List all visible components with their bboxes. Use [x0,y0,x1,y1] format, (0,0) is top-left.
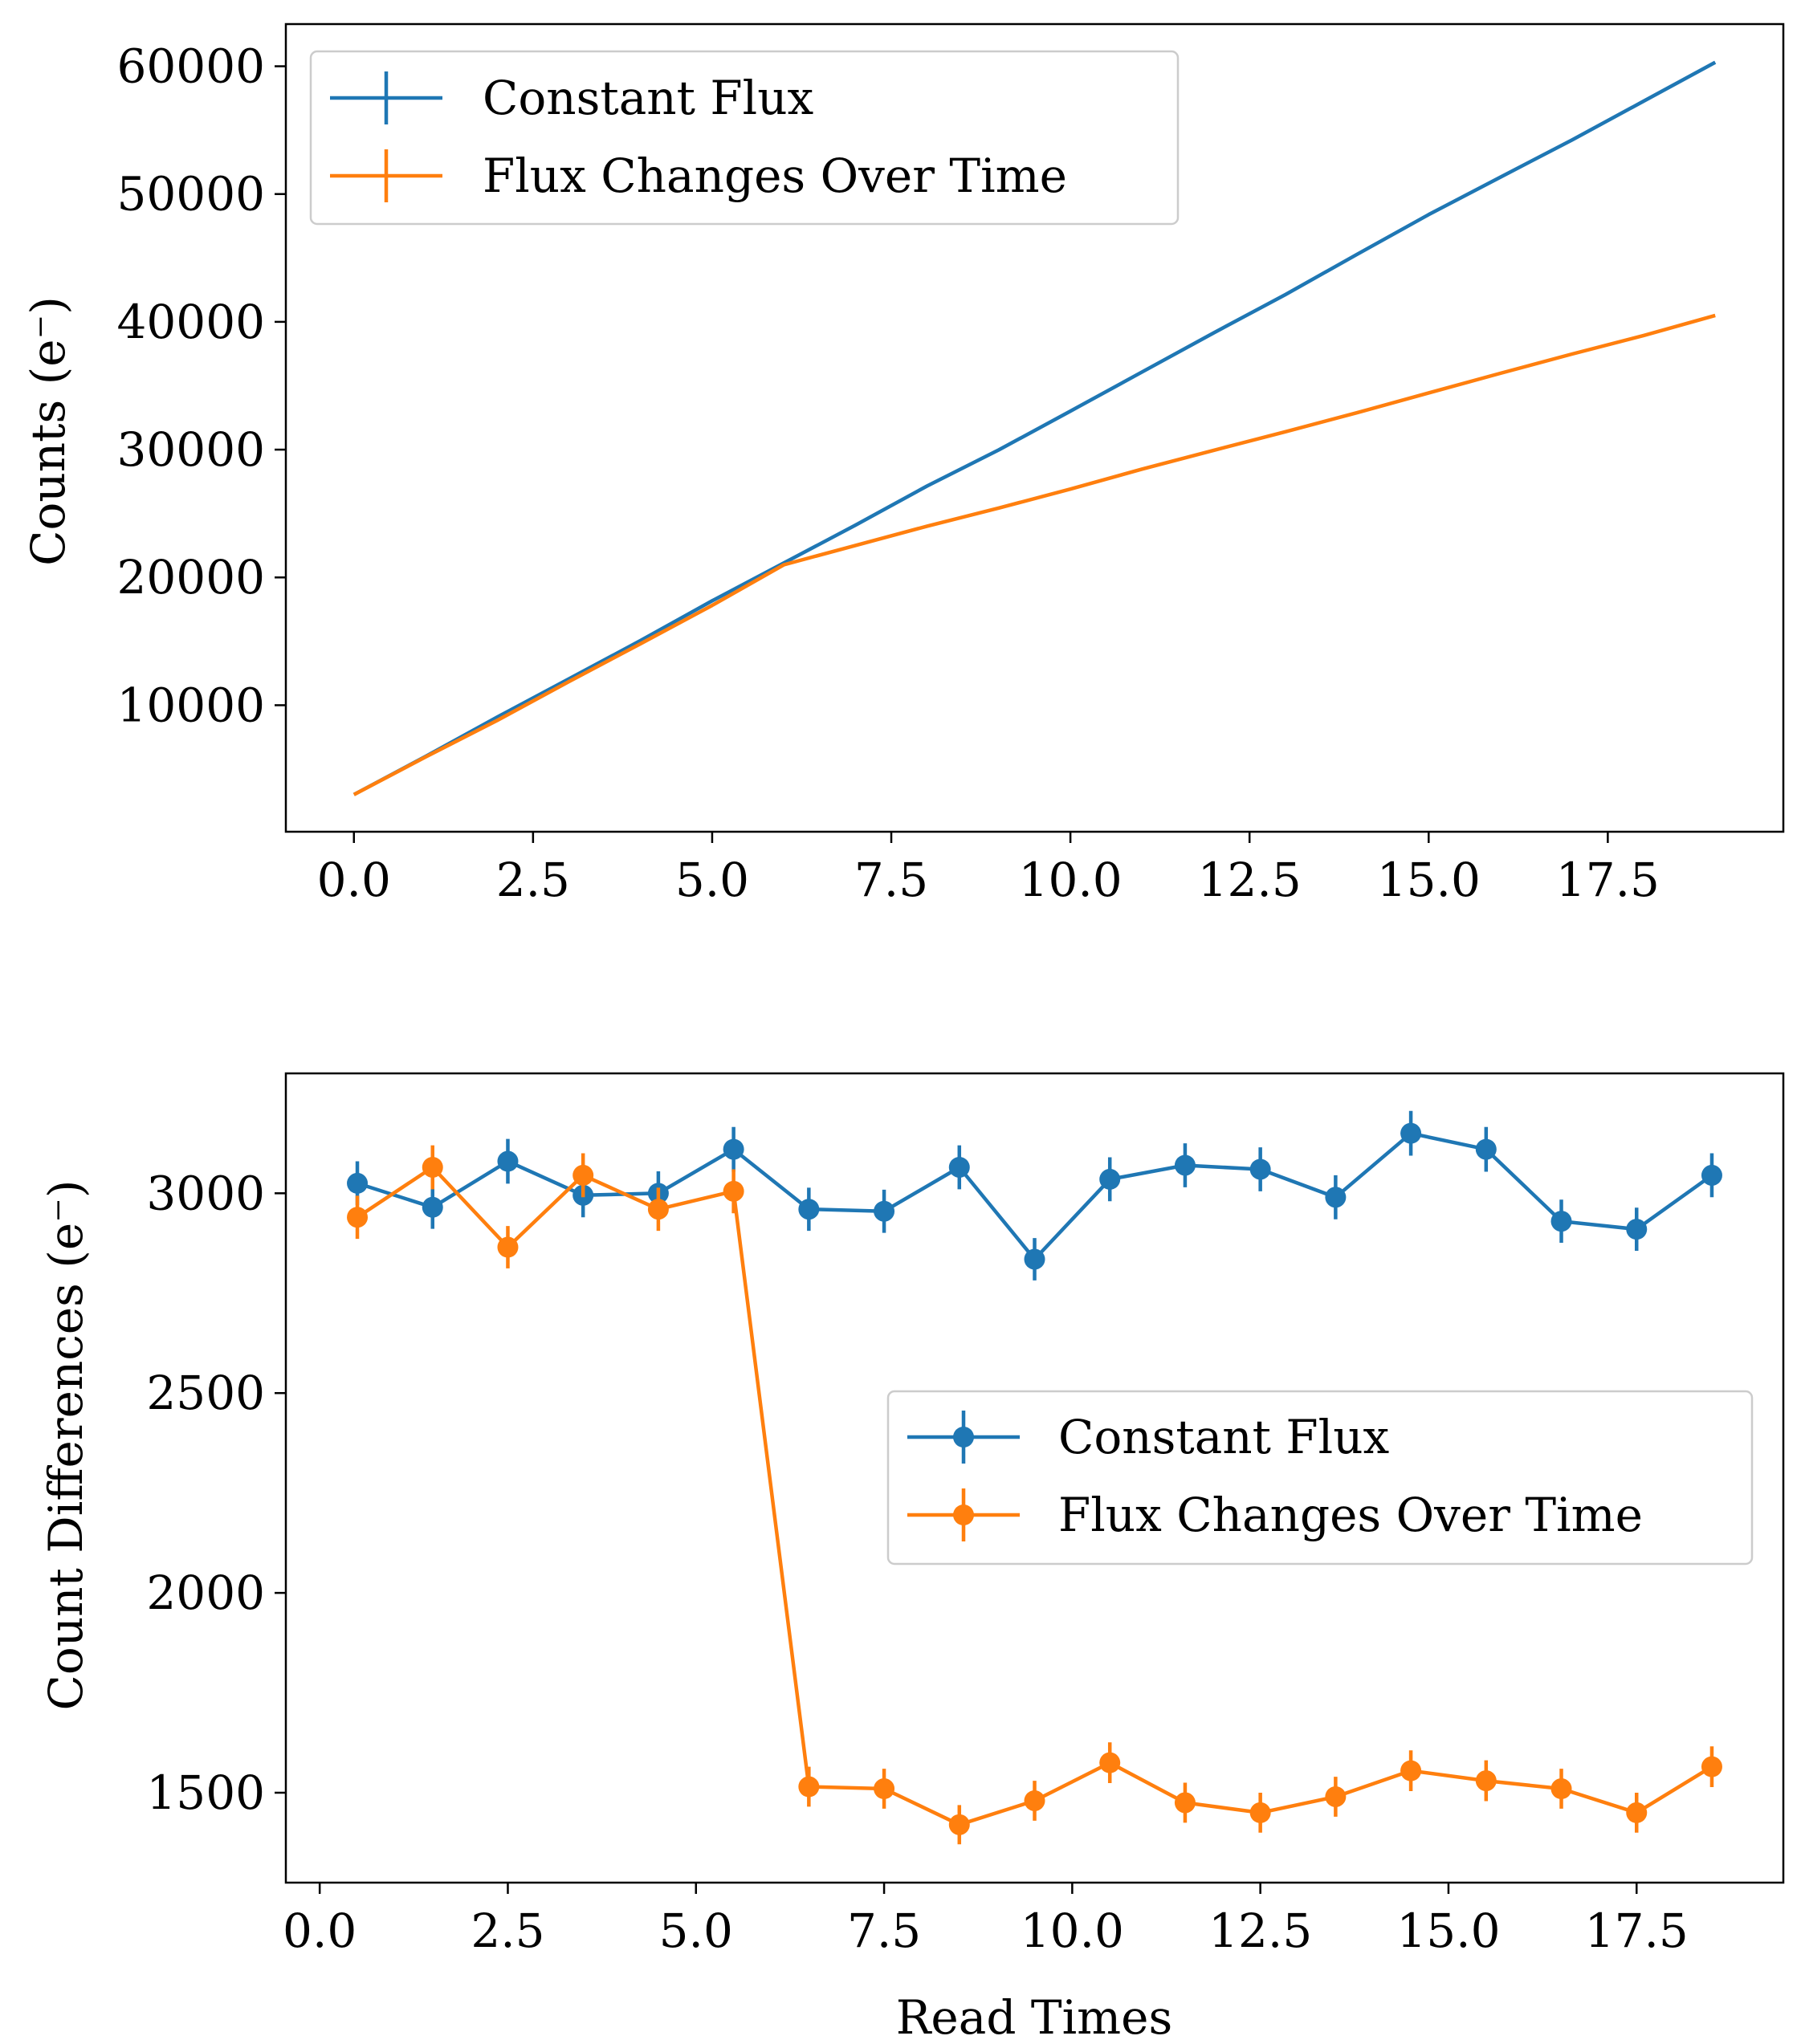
bottom-chart-series-flux-changes-point [1550,1778,1572,1800]
bottom-chart-series-flux-changes-point [1174,1792,1196,1814]
bottom-chart-xtick-label: 2.5 [471,1904,544,1958]
bottom-chart-series-constant-flux-point [948,1156,970,1178]
bottom-chart-series-flux-changes-point [497,1236,519,1258]
bottom-chart-series-flux-changes-point [647,1199,669,1220]
bottom-chart-series-constant-flux-point [874,1200,895,1222]
top-chart-series-flux-changes [352,313,1716,796]
bottom-chart-series-flux-changes-point [1475,1770,1497,1792]
bottom-chart-xtick-label: 5.0 [659,1904,733,1958]
bottom-chart-series-constant-flux-point [1701,1164,1722,1186]
bottom-chart-series-flux-changes-point [572,1164,594,1186]
bottom-chart-xtick-label: 12.5 [1208,1904,1312,1958]
bottom-chart-legend-swatch-marker [953,1427,974,1447]
top-chart-legend-label: Flux Changes Over Time [483,149,1067,203]
bottom-chart-series-flux-changes [347,1145,1722,1845]
bottom-chart-series-constant-flux-point [1099,1168,1121,1190]
bottom-chart-ytick-label: 2000 [146,1566,265,1620]
bottom-chart-series-constant-flux-point [422,1196,443,1218]
bottom-chart-series-constant-flux-point [1626,1219,1648,1240]
bottom-chart-xtick-label: 7.5 [847,1904,921,1958]
top-chart: Counts (e⁻) 0.0 2.5 5.0 7.5 10.0 12.5 15.0 17.5… [21,22,1785,907]
top-chart-xtick-label: 17.5 [1556,853,1660,907]
bottom-chart-series-flux-changes-point [1626,1802,1648,1823]
top-chart-xtick-label: 7.5 [854,853,928,907]
bottom-chart-legend-swatch-marker [953,1504,974,1525]
top-chart-xtick-label: 2.5 [496,853,570,907]
top-chart-series-constant-flux-line [352,60,1717,796]
top-chart-xtick-label: 0.0 [317,853,391,907]
bottom-chart-ytick-label: 2500 [146,1366,265,1420]
top-chart-ylabel: Counts (e⁻) [21,296,75,566]
bottom-chart-series-constant-flux-point [798,1199,820,1220]
bottom-chart-series-flux-changes-point [1701,1756,1722,1777]
bottom-chart-series-flux-changes-point [948,1814,970,1835]
top-chart-ytick-label: 60000 [116,39,265,94]
bottom-chart-ytick-label: 3000 [146,1166,265,1220]
bottom-chart-series-constant-flux-point [1024,1248,1045,1270]
bottom-chart-series-constant-flux-point [1550,1211,1572,1232]
bottom-chart-series-constant-flux-point [1325,1187,1347,1208]
bottom-chart-frame [284,1072,1785,1884]
bottom-chart-xtick-label: 17.5 [1585,1904,1689,1958]
bottom-chart-series-constant-flux [347,1110,1722,1281]
top-chart-xtick-label: 5.0 [675,853,749,907]
top-chart-legend: Constant Flux Flux Changes Over Time [309,50,1180,226]
bottom-chart-series-flux-changes-point [874,1778,895,1800]
bottom-chart-series-constant-flux-point [723,1138,744,1160]
top-chart-ytick-label: 30000 [116,422,265,477]
bottom-chart-series-constant-flux-point [497,1150,519,1172]
top-chart-ytick-label: 10000 [116,678,265,732]
bottom-chart-series-constant-flux-point [1400,1122,1422,1144]
top-chart-frame [284,22,1785,833]
bottom-chart-legend-label: Flux Changes Over Time [1058,1488,1643,1542]
top-chart-series-constant-flux [352,60,1717,796]
bottom-chart-series-flux-changes-point [1099,1752,1121,1773]
top-chart-ytick-label: 20000 [116,550,265,605]
bottom-chart-series-flux-changes-point [422,1156,443,1178]
bottom-chart-series-flux-changes-point [1325,1785,1347,1807]
bottom-chart-xtick-label: 15.0 [1396,1904,1500,1958]
top-chart-xtick-label: 10.0 [1019,853,1123,907]
bottom-chart-series-flux-changes-point [1024,1790,1045,1811]
bottom-chart-legend: Constant Flux Flux Changes Over Time [886,1390,1754,1566]
bottom-chart-legend-label: Constant Flux [1058,1410,1389,1464]
bottom-chart-series-constant-flux-point [1475,1138,1497,1160]
bottom-chart-series-constant-flux-point [1249,1158,1271,1180]
bottom-chart-ytick-label: 1500 [146,1765,265,1820]
bottom-chart-legend-box [886,1390,1754,1566]
top-chart-xtick-label: 12.5 [1198,853,1302,907]
bottom-chart: Count Differences (e⁻) Read Times 0.0 2.5… [39,1072,1785,2044]
bottom-chart-series-flux-changes-point [798,1776,820,1798]
bottom-chart-ylabel: Count Differences (e⁻) [39,1180,93,1711]
top-chart-series-flux-changes-line [352,313,1716,796]
bottom-chart-xtick-label: 0.0 [283,1904,357,1958]
top-chart-xtick-label: 15.0 [1377,853,1481,907]
bottom-chart-series-flux-changes-point [347,1207,369,1228]
bottom-chart-xtick-label: 10.0 [1021,1904,1124,1958]
top-chart-ytick-label: 40000 [116,295,265,349]
bottom-chart-series-constant-flux-point [1174,1154,1196,1176]
bottom-chart-series-constant-flux-point [347,1172,369,1194]
bottom-chart-xlabel: Read Times [896,1990,1172,2044]
top-chart-legend-box [309,50,1180,226]
bottom-chart-series-flux-changes-point [1249,1802,1271,1823]
top-chart-legend-label: Constant Flux [483,71,813,125]
top-chart-ytick-label: 50000 [116,167,265,222]
bottom-chart-series-flux-changes-point [1400,1760,1422,1781]
bottom-chart-series-flux-changes-point [723,1180,744,1202]
